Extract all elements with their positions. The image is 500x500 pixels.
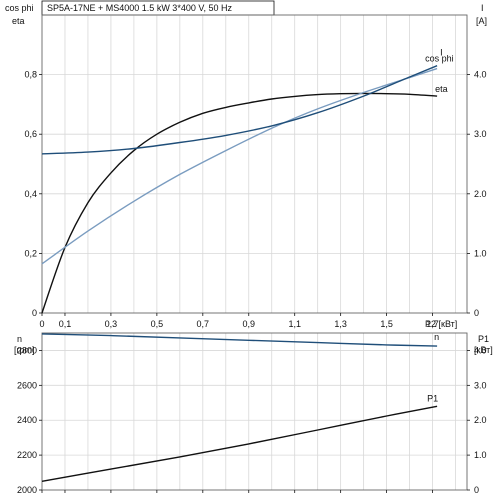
x-tick-label: 1,5 (380, 319, 393, 329)
top-left-axis-label-line2: eta (12, 16, 25, 26)
panel-frame (41, 332, 468, 491)
series-label-i: I (440, 48, 443, 58)
series-line-n (41, 333, 438, 347)
x-tick-label: 0,1 (59, 319, 72, 329)
left-tick-label: 0,4 (24, 189, 37, 199)
left-tick-label: 0,2 (24, 248, 37, 258)
top-right-axis-label-line1: I (481, 3, 484, 13)
right-tick-label: 1.0 (474, 450, 487, 460)
series-label-cos-phi: cos phi (425, 54, 454, 64)
right-tick-label: 0 (474, 308, 479, 318)
top-left-axis-label-line1: cos phi (5, 3, 34, 13)
right-tick-label: 4.0 (474, 70, 487, 80)
x-tick-label: 0,7 (197, 319, 210, 329)
series-label-n: n (434, 332, 439, 342)
left-tick-label: 2000 (17, 485, 37, 495)
bottom-right-axis-label-line1: P1 (478, 334, 489, 344)
x-tick-label: 1,1 (288, 319, 301, 329)
left-tick-label: 2800 (17, 345, 37, 355)
right-tick-label: 2.0 (474, 189, 487, 199)
bottom-left-axis-label-line1: n (17, 334, 22, 344)
series-label-p1: P1 (427, 393, 438, 403)
right-tick-label: 4.0 (474, 345, 487, 355)
series-line-cos-phi (41, 67, 438, 265)
x-tick-label: 0,9 (242, 319, 255, 329)
panel-frame (41, 14, 468, 314)
x-tick-label: 1,7 (426, 319, 439, 329)
bottom-right-axis-label-line2: [кВт] (474, 345, 493, 355)
left-tick-label: 2600 (17, 380, 37, 390)
left-tick-label: 0,6 (24, 129, 37, 139)
series-line-eta (41, 92, 438, 314)
left-tick-label: 0 (32, 308, 37, 318)
right-tick-label: 3.0 (474, 380, 487, 390)
x-tick-label: 0 (39, 319, 44, 329)
top-right-axis-label-line2: [A] (476, 16, 487, 26)
right-tick-label: 0 (474, 485, 479, 495)
series-line-i (41, 65, 438, 155)
x-tick-label: 1,3 (334, 319, 347, 329)
plot-layer: 0 0,2 0,4 0,6 0,8 0 1.0 2.0 3.0 4.0 0 0,1 0,3 0,5 0,7 0… (17, 14, 487, 495)
bottom-left-axis-label-line2: [rpm] (14, 345, 35, 355)
left-tick-label: 2400 (17, 415, 37, 425)
chart-title: SP5A-17NE + MS4000 1.5 kW 3*400 V, 50 Hz (47, 3, 233, 13)
left-tick-label: 2200 (17, 450, 37, 460)
x-tick-label: 0,3 (105, 319, 118, 329)
right-tick-label: 3.0 (474, 129, 487, 139)
left-tick-label: 0,8 (24, 70, 37, 80)
right-tick-label: 1.0 (474, 248, 487, 258)
x-axis-label: P2 [кВт] (425, 319, 457, 329)
series-line-p1 (41, 405, 438, 482)
x-tick-label: 0,5 (151, 319, 164, 329)
series-label-eta: eta (435, 84, 448, 94)
right-tick-label: 2.0 (474, 415, 487, 425)
